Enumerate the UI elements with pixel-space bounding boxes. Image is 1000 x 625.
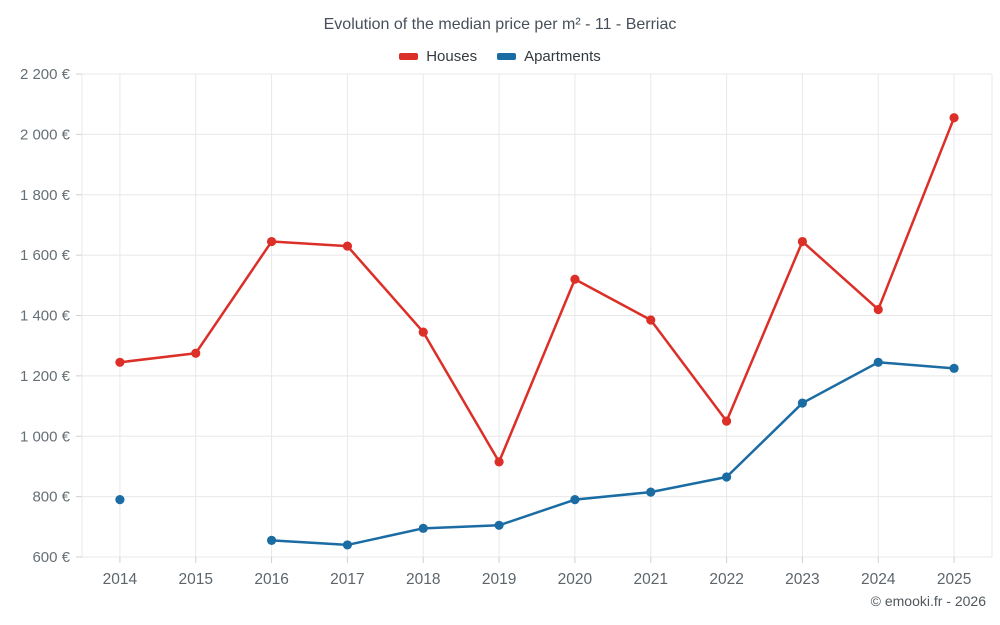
legend-label-houses: Houses xyxy=(426,48,478,65)
houses-point-2014[interactable] xyxy=(115,357,125,367)
apartments-point-2021[interactable] xyxy=(646,487,656,497)
apartments-swatch-icon xyxy=(497,53,517,60)
x-axis-label: 2016 xyxy=(254,571,288,588)
y-axis-label: 1 000 € xyxy=(20,428,71,445)
y-axis-label: 1 200 € xyxy=(20,368,71,385)
houses-point-2021[interactable] xyxy=(646,315,656,325)
houses-point-2020[interactable] xyxy=(570,274,580,284)
x-axis-label: 2019 xyxy=(482,571,516,588)
houses-point-2018[interactable] xyxy=(418,327,428,337)
houses-line xyxy=(118,116,956,464)
apartments-point-2025[interactable] xyxy=(949,363,959,373)
apartments-point-2018[interactable] xyxy=(418,523,428,533)
houses-point-2022[interactable] xyxy=(721,416,732,426)
y-axis-label: 1 600 € xyxy=(20,247,71,264)
apartments-point-2014[interactable] xyxy=(115,495,125,505)
chart-title: Evolution of the median price per m² - 1… xyxy=(323,16,677,33)
apartments-point-2024[interactable] xyxy=(873,357,883,367)
apartments-line xyxy=(270,361,956,547)
apartments-point-2016[interactable] xyxy=(266,535,277,545)
x-axis-label: 2024 xyxy=(861,571,896,588)
y-axis-label: 2 000 € xyxy=(20,126,71,143)
y-axis-label: 1 800 € xyxy=(20,187,71,204)
houses-point-2017[interactable] xyxy=(342,241,353,251)
apartments-point-2020[interactable] xyxy=(570,495,580,505)
houses-point-2019[interactable] xyxy=(494,457,504,467)
legend-label-apartments: Apartments xyxy=(524,48,601,65)
houses-point-2024[interactable] xyxy=(873,304,883,315)
apartments-point-2017[interactable] xyxy=(342,540,353,550)
x-axis-label: 2018 xyxy=(406,571,440,588)
houses-point-2015[interactable] xyxy=(191,348,201,358)
chart-legend: Houses Apartments xyxy=(0,48,1000,65)
copyright-footer[interactable]: © emooki.fr - 2026 xyxy=(870,593,986,609)
houses-swatch-icon xyxy=(399,53,419,60)
x-axis-label: 2020 xyxy=(558,571,593,588)
x-axis-label: 2023 xyxy=(785,571,819,588)
y-axis-label: 600 € xyxy=(32,549,70,566)
apartments-point-2022[interactable] xyxy=(721,472,732,482)
x-axis-label: 2021 xyxy=(634,571,668,588)
houses-point-2023[interactable] xyxy=(797,236,808,247)
x-axis-label: 2014 xyxy=(103,571,138,588)
x-axis-label: 2017 xyxy=(330,571,364,588)
apartments-point-2023[interactable] xyxy=(797,398,808,408)
x-axis-label: 2015 xyxy=(179,571,213,588)
x-axis-label: 2022 xyxy=(709,571,743,588)
legend-item-houses[interactable]: Houses xyxy=(399,48,477,65)
legend-item-apartments[interactable]: Apartments xyxy=(497,48,601,65)
y-axis-label: 1 400 € xyxy=(20,308,71,325)
x-axis-label: 2025 xyxy=(937,571,971,588)
y-axis-label: 2 200 € xyxy=(20,66,71,83)
apartments-point-2019[interactable] xyxy=(494,520,504,530)
houses-point-2025[interactable] xyxy=(949,113,959,123)
y-axis-label: 800 € xyxy=(32,489,70,506)
houses-point-2016[interactable] xyxy=(266,236,277,247)
